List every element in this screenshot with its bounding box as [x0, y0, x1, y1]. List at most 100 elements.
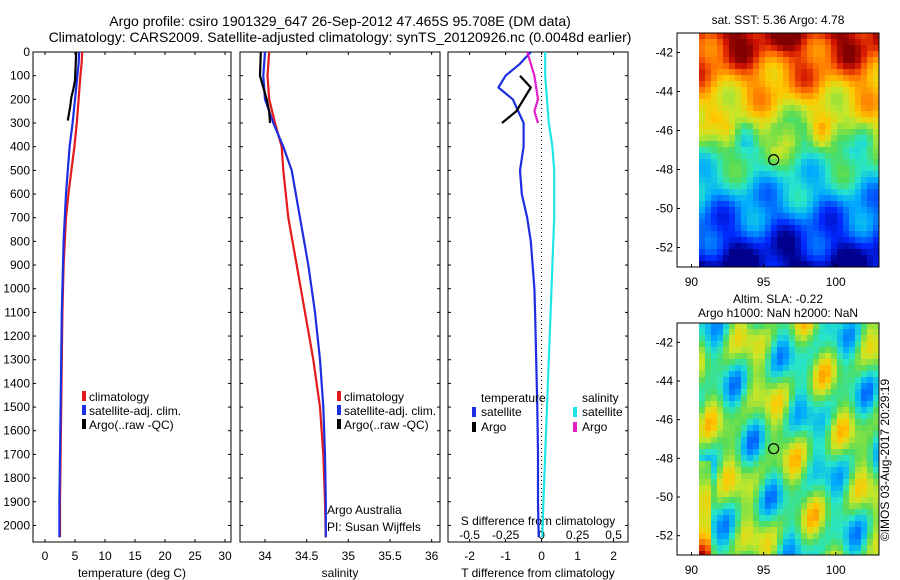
sst-map-cell: [801, 177, 807, 183]
sla-map-cell: [831, 347, 837, 353]
sst-map-cell: [789, 33, 795, 39]
sla-map-cell: [765, 431, 771, 437]
sst-map-cell: [789, 141, 795, 147]
sst-map-cell: [747, 105, 753, 111]
sst-map-cell: [729, 129, 735, 135]
sla-map-cell: [867, 431, 873, 437]
sst-map-cell: [861, 123, 867, 129]
sla-map-cell: [795, 377, 801, 383]
sst-map-cell: [861, 57, 867, 63]
sst-map-cell: [729, 177, 735, 183]
sla-map-cell: [699, 545, 705, 551]
sst-map-cell: [831, 81, 837, 87]
sla-map-cell: [747, 365, 753, 371]
sst-map-cell: [765, 123, 771, 129]
sla-map-cell: [861, 377, 867, 383]
sla-map-cell: [789, 329, 795, 335]
sla-map-cell: [741, 401, 747, 407]
sla-map-cell: [729, 383, 735, 389]
sst-map-cell: [717, 99, 723, 105]
sst-map-cell: [789, 87, 795, 93]
sst-map-cell: [735, 129, 741, 135]
sla-map-cell: [735, 419, 741, 425]
sst-map-cell: [747, 123, 753, 129]
sla-map-cell: [813, 551, 819, 555]
sst-map-cell: [711, 159, 717, 165]
sst-map-cell: [819, 141, 825, 147]
sla-map-cell: [807, 473, 813, 479]
sst-map-cell: [711, 129, 717, 135]
y-tick-label: 1400: [3, 376, 30, 390]
sla-map-cell: [843, 461, 849, 467]
sla-map-cell: [867, 389, 873, 395]
sst-map-cell: [855, 93, 861, 99]
sst-map-cell: [867, 33, 873, 39]
sla-map-cell: [873, 431, 879, 437]
sla-map-cell: [735, 407, 741, 413]
sla-map-cell: [837, 419, 843, 425]
sst-map-cell: [699, 177, 705, 183]
sla-map-cell: [861, 485, 867, 491]
sst-map-cell: [777, 153, 783, 159]
sla-map-cell: [771, 335, 777, 341]
sla-map-cell: [867, 485, 873, 491]
sla-map-cell: [801, 551, 807, 555]
sla-map-cell: [861, 425, 867, 431]
sst-map-cell: [849, 51, 855, 57]
sst-map-cell: [723, 201, 729, 207]
sla-map-cell: [771, 371, 777, 377]
sst-map-cell: [855, 81, 861, 87]
sla-map-cell: [759, 419, 765, 425]
sla-map-cell: [837, 443, 843, 449]
sla-map-cell: [705, 359, 711, 365]
sst-map-cell: [753, 93, 759, 99]
sla-map-cell: [813, 353, 819, 359]
sla-map-cell: [765, 437, 771, 443]
sst-map-cell: [729, 219, 735, 225]
sla-map-cell: [825, 449, 831, 455]
sst-map-cell: [819, 57, 825, 63]
sst-map-cell: [777, 189, 783, 195]
sla-map-cell: [705, 365, 711, 371]
sla-map-cell: [795, 329, 801, 335]
sla-map-cell: [831, 341, 837, 347]
sla-map-cell: [759, 467, 765, 473]
sst-map-cell: [777, 231, 783, 237]
sla-map-cell: [747, 347, 753, 353]
sst-map-cell: [735, 207, 741, 213]
sst-map-cell: [789, 51, 795, 57]
sst-map-cell: [849, 225, 855, 231]
sla-map-cell: [873, 509, 879, 515]
sst-map-cell: [735, 195, 741, 201]
sla-map-cell: [873, 347, 879, 353]
sst-map-cell: [741, 99, 747, 105]
sla-map-cell: [723, 353, 729, 359]
sla-map-cell: [723, 515, 729, 521]
sst-map-cell: [705, 69, 711, 75]
sst-map-cell: [753, 207, 759, 213]
sst-map-cell: [753, 165, 759, 171]
sla-map-cell: [801, 527, 807, 533]
sla-map-cell: [723, 437, 729, 443]
sst-map-cell: [807, 261, 813, 267]
sla-map-x-tick-label: 100: [826, 563, 846, 577]
sla-map-cell: [837, 551, 843, 555]
sla-map-cell: [699, 377, 705, 383]
sla-map-cell: [753, 371, 759, 377]
sst-map-cell: [699, 243, 705, 249]
sst-map-cell: [801, 105, 807, 111]
sla-map-cell: [759, 425, 765, 431]
x-tick-label: 34: [258, 549, 272, 563]
sst-map-cell: [729, 135, 735, 141]
sla-map-cell: [813, 503, 819, 509]
sst-map-cell: [723, 213, 729, 219]
sst-map-cell: [837, 33, 843, 39]
sst-map-cell: [855, 261, 861, 267]
sla-map-cell: [825, 551, 831, 555]
sst-map-cell: [741, 201, 747, 207]
sla-map-cell: [837, 539, 843, 545]
sst-map-cell: [723, 69, 729, 75]
sst-map-cell: [819, 135, 825, 141]
sla-map-cell: [729, 503, 735, 509]
sst-map-cell: [705, 51, 711, 57]
